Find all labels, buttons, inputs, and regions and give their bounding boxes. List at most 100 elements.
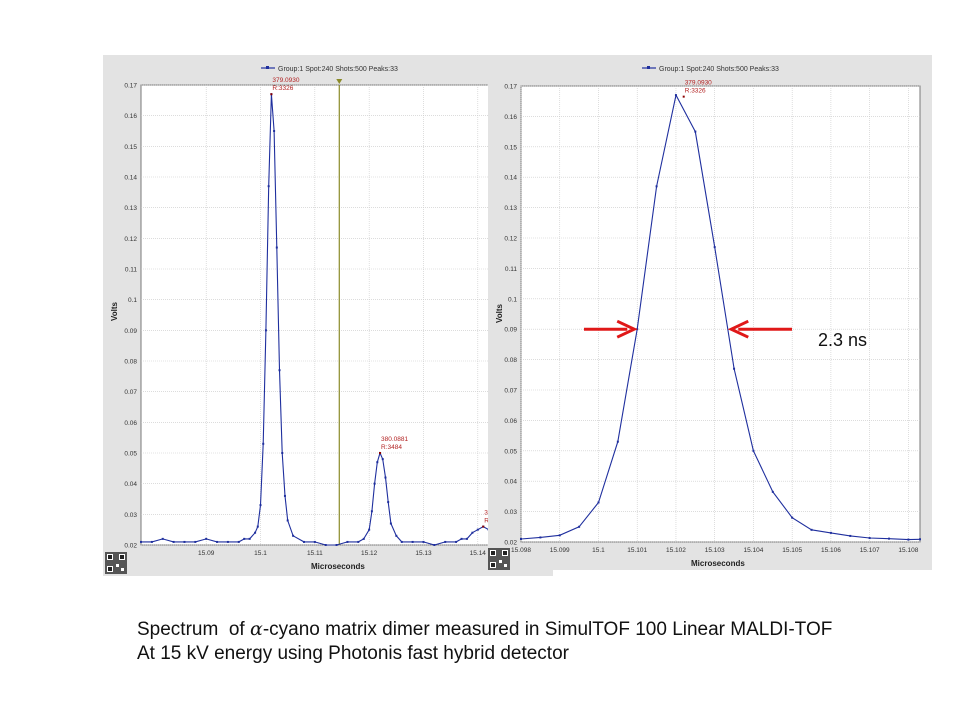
qr-code-icon [488, 548, 510, 570]
data-point [254, 531, 257, 534]
y-tick-label: 0.14 [504, 175, 517, 182]
y-tick-label: 0.06 [124, 420, 137, 427]
fwhm-right-arrow-head [727, 319, 749, 339]
data-point [791, 516, 794, 519]
data-point [275, 246, 278, 249]
chart-panel-right: 0.02 0.03 0.04 0.05 0.06 0.07 0.08 0.09 0.1 0.11 0… [488, 55, 932, 570]
data-point [302, 540, 305, 543]
data-point [243, 537, 246, 540]
y-tick-label: 0.02 [504, 540, 517, 547]
data-point [578, 525, 581, 528]
x-tick-label: 15.13 [415, 550, 432, 557]
data-point [183, 540, 186, 543]
x-tick-label: 15.099 [550, 547, 570, 554]
x-tick-label: 15.12 [361, 550, 378, 557]
data-point [226, 540, 229, 543]
x-tick-label: 15.107 [860, 547, 880, 554]
data-point [283, 494, 286, 497]
x-tick-label: 15.105 [782, 547, 802, 554]
data-point [465, 537, 468, 540]
data-point [558, 534, 561, 537]
data-point [292, 534, 295, 537]
data-point [771, 490, 774, 493]
data-point [140, 540, 142, 543]
data-point [256, 525, 259, 528]
chart-legend: Group:1 Spot:240 Shots:500 Peaks:33 [261, 66, 398, 73]
data-point [444, 540, 447, 543]
x-tick-label: 15.09 [198, 550, 215, 557]
y-tick-label: 0.12 [504, 236, 517, 243]
data-point [829, 531, 832, 534]
peak-marker [270, 93, 273, 96]
data-point [262, 442, 265, 445]
data-point [384, 476, 387, 479]
peak-mass-label: 379.0930 [272, 77, 299, 84]
data-point [381, 458, 384, 461]
fwhm-annotation: 2.3 ns [818, 330, 868, 350]
x-tick-label: 15.1 [592, 547, 605, 554]
data-point [389, 522, 392, 525]
x-tick-label: 15.1 [254, 550, 267, 557]
series-line [520, 93, 921, 541]
data-point [368, 528, 371, 531]
data-point [264, 329, 267, 332]
x-tick-label: 15.14 [470, 550, 487, 557]
y-tick-label: 0.15 [504, 144, 517, 151]
data-point [237, 540, 240, 543]
data-point [471, 531, 474, 534]
data-point [395, 534, 398, 537]
x-tick-label: 15.104 [743, 547, 763, 554]
data-point [460, 537, 463, 540]
y-tick-label: 0.16 [504, 114, 517, 121]
peak-marker [682, 95, 685, 98]
data-point [376, 461, 379, 464]
y-tick-label: 0.06 [504, 418, 517, 425]
data-point [539, 536, 542, 539]
data-point [849, 534, 852, 537]
y-tick-label: 0.07 [504, 388, 517, 395]
data-point [400, 540, 403, 543]
data-point [810, 528, 813, 531]
data-point [752, 449, 755, 452]
data-point [597, 501, 600, 504]
data-point [205, 537, 208, 540]
chart-panel-left: 0.02 0.03 0.04 0.05 0.06 0.07 0.08 0.09 0.1 0.11 0… [103, 55, 553, 576]
data-point [346, 540, 349, 543]
data-point [616, 440, 619, 443]
y-tick-label: 0.08 [124, 359, 137, 366]
y-tick-label: 0.03 [504, 509, 517, 516]
data-point [476, 528, 479, 531]
y-tick-label: 0.08 [504, 357, 517, 364]
peak-marker [379, 452, 382, 454]
y-tick-label: 0.13 [504, 205, 517, 212]
data-point [888, 537, 891, 540]
data-point [919, 538, 921, 541]
y-tick-label: 0.09 [504, 327, 517, 334]
y-tick-label: 0.07 [124, 389, 137, 396]
qr-code-icon [105, 552, 127, 574]
peak-resolution-label: R:3484 [381, 444, 402, 451]
data-point [357, 540, 360, 543]
data-point [674, 94, 677, 97]
data-point [713, 246, 716, 249]
peak-marker [482, 525, 485, 528]
y-tick-label: 0.1 [508, 296, 517, 303]
y-tick-label: 0.17 [124, 83, 137, 90]
data-point [324, 544, 327, 546]
y-axis-label: Volts [110, 301, 119, 321]
y-tick-label: 0.04 [504, 479, 517, 486]
caption-line-1-end: -cyano matrix dimer measured in SimulTOF… [262, 619, 833, 640]
caption-line-1-start: Spectrum of [137, 619, 250, 640]
data-point [733, 367, 736, 370]
data-point [370, 510, 373, 513]
data-point [387, 501, 390, 504]
peak-resolution-label: R:3326 [272, 85, 293, 92]
data-point [455, 540, 458, 543]
data-point [868, 537, 871, 540]
data-point [161, 537, 164, 540]
x-tick-label: 15.106 [821, 547, 841, 554]
data-point [273, 130, 276, 132]
y-tick-label: 0.02 [124, 543, 137, 550]
chart-right: 0.02 0.03 0.04 0.05 0.06 0.07 0.08 0.09 0.1 0.11 0… [488, 66, 921, 570]
fwhm-left-arrow-head [616, 319, 638, 339]
